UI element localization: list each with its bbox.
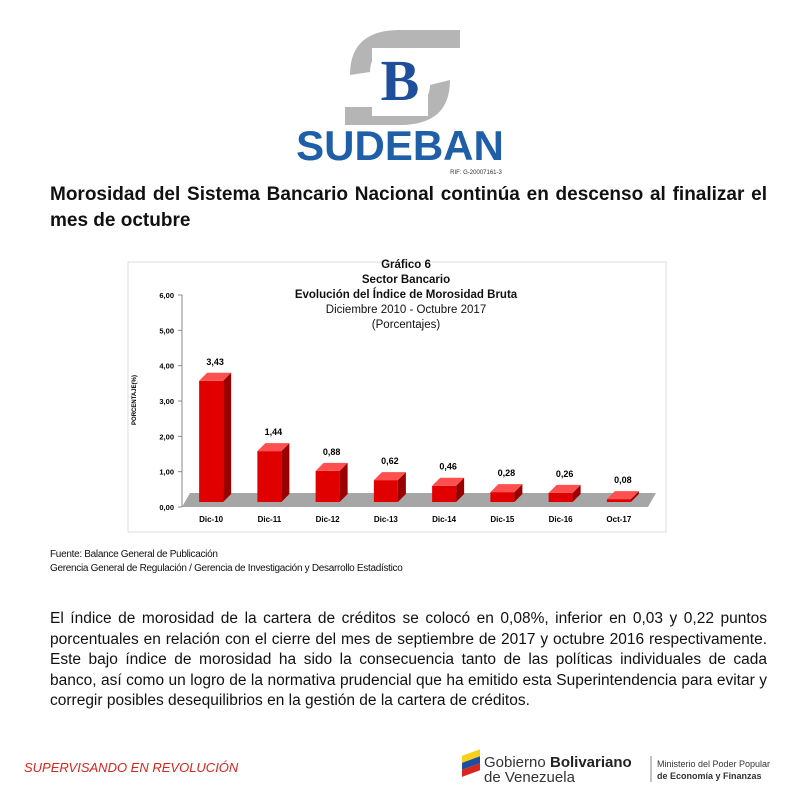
bar-side bbox=[456, 477, 465, 502]
y-tick-label: 5,00 bbox=[159, 326, 174, 335]
value-label: 0,28 bbox=[498, 468, 516, 478]
bar-side bbox=[281, 443, 290, 502]
y-tick-label: 0,00 bbox=[159, 503, 174, 512]
source: Fuente: Balance General de Publicación Ge… bbox=[50, 548, 403, 576]
gov-2: Bolivariano bbox=[550, 754, 632, 771]
flag bbox=[462, 756, 480, 770]
logo-letter: B bbox=[381, 48, 420, 113]
headline: Morosidad del Sistema Bancario Nacional … bbox=[50, 184, 767, 231]
bar-top bbox=[199, 372, 232, 381]
flag bbox=[462, 763, 480, 777]
chart-title: (Porcentajes) bbox=[372, 319, 441, 331]
gov-1: Gobierno bbox=[484, 754, 546, 771]
bar-side bbox=[572, 484, 581, 502]
bar-top bbox=[432, 477, 465, 486]
gov-3: de Venezuela bbox=[484, 769, 576, 786]
y-tick-label: 4,00 bbox=[159, 362, 174, 371]
value-label: 0,46 bbox=[439, 462, 457, 472]
y-tick-label: 6,00 bbox=[159, 291, 174, 300]
bar-side bbox=[397, 472, 406, 502]
x-tick-label: Dic-16 bbox=[549, 515, 574, 524]
flag bbox=[462, 749, 480, 763]
bar-top bbox=[490, 484, 523, 493]
chart-title: Sector Bancario bbox=[362, 274, 450, 286]
bar-side bbox=[223, 372, 232, 502]
floor bbox=[182, 493, 656, 507]
value-label: 1,44 bbox=[265, 427, 283, 437]
x-tick-label: Oct-17 bbox=[606, 515, 631, 524]
bar bbox=[257, 451, 282, 502]
x-tick-label: Dic-10 bbox=[199, 515, 224, 524]
logo-box bbox=[372, 48, 428, 116]
value-label: 0,08 bbox=[614, 475, 632, 485]
ministry-1: Ministerio del Poder Popular bbox=[657, 759, 770, 769]
bar-side bbox=[339, 462, 348, 502]
value-label: 0,62 bbox=[381, 456, 399, 466]
bar-top bbox=[548, 484, 581, 493]
brand: SUDEBAN bbox=[296, 122, 504, 169]
chart: Gráfico 6 Sector Bancario Evolución del Ín… bbox=[132, 259, 656, 524]
body-text: El índice de morosidad de la cartera de … bbox=[50, 610, 767, 709]
y-axis-label: PORCENTAJE(%) bbox=[132, 375, 138, 425]
value-label: 0,26 bbox=[556, 469, 574, 479]
chart-title: Evolución del Índice de Morosidad Bruta bbox=[295, 288, 518, 301]
x-tick-label: Dic-14 bbox=[432, 515, 457, 524]
bar-top bbox=[315, 462, 348, 471]
source-line: Fuente: Balance General de Publicación bbox=[50, 549, 218, 560]
logo-shape bbox=[350, 30, 460, 75]
bar-side bbox=[630, 491, 639, 502]
x-tick-label: Dic-13 bbox=[374, 515, 399, 524]
x-tick-label: Dic-12 bbox=[316, 515, 341, 524]
bar bbox=[548, 492, 573, 502]
bar-top bbox=[606, 491, 639, 500]
source-line: Gerencia General de Regulación / Gerenci… bbox=[50, 563, 403, 574]
bar bbox=[199, 380, 224, 502]
bar bbox=[315, 470, 340, 502]
slogan: SUPERVISANDO EN REVOLUCIÓN bbox=[24, 760, 239, 775]
bar bbox=[606, 499, 631, 502]
bar-top bbox=[373, 472, 406, 481]
bar bbox=[490, 492, 515, 502]
y-tick-label: 1,00 bbox=[159, 468, 174, 477]
bar bbox=[432, 485, 457, 502]
value-label: 3,43 bbox=[206, 357, 224, 367]
chart-title: Gráfico 6 bbox=[381, 259, 431, 271]
y-tick-label: 2,00 bbox=[159, 432, 174, 441]
bar-side bbox=[514, 484, 523, 502]
x-tick-label: Dic-15 bbox=[490, 515, 515, 524]
bar bbox=[373, 480, 398, 502]
chart-title: Diciembre 2010 - Octubre 2017 bbox=[326, 304, 486, 316]
y-tick-label: 3,00 bbox=[159, 397, 174, 406]
rif: RIF: G-20007161-3 bbox=[450, 170, 502, 176]
bar-top bbox=[257, 443, 290, 452]
ministry-2: de Economía y Finanzas bbox=[657, 771, 762, 781]
value-label: 0,88 bbox=[323, 447, 341, 457]
x-tick-label: Dic-11 bbox=[258, 515, 282, 524]
